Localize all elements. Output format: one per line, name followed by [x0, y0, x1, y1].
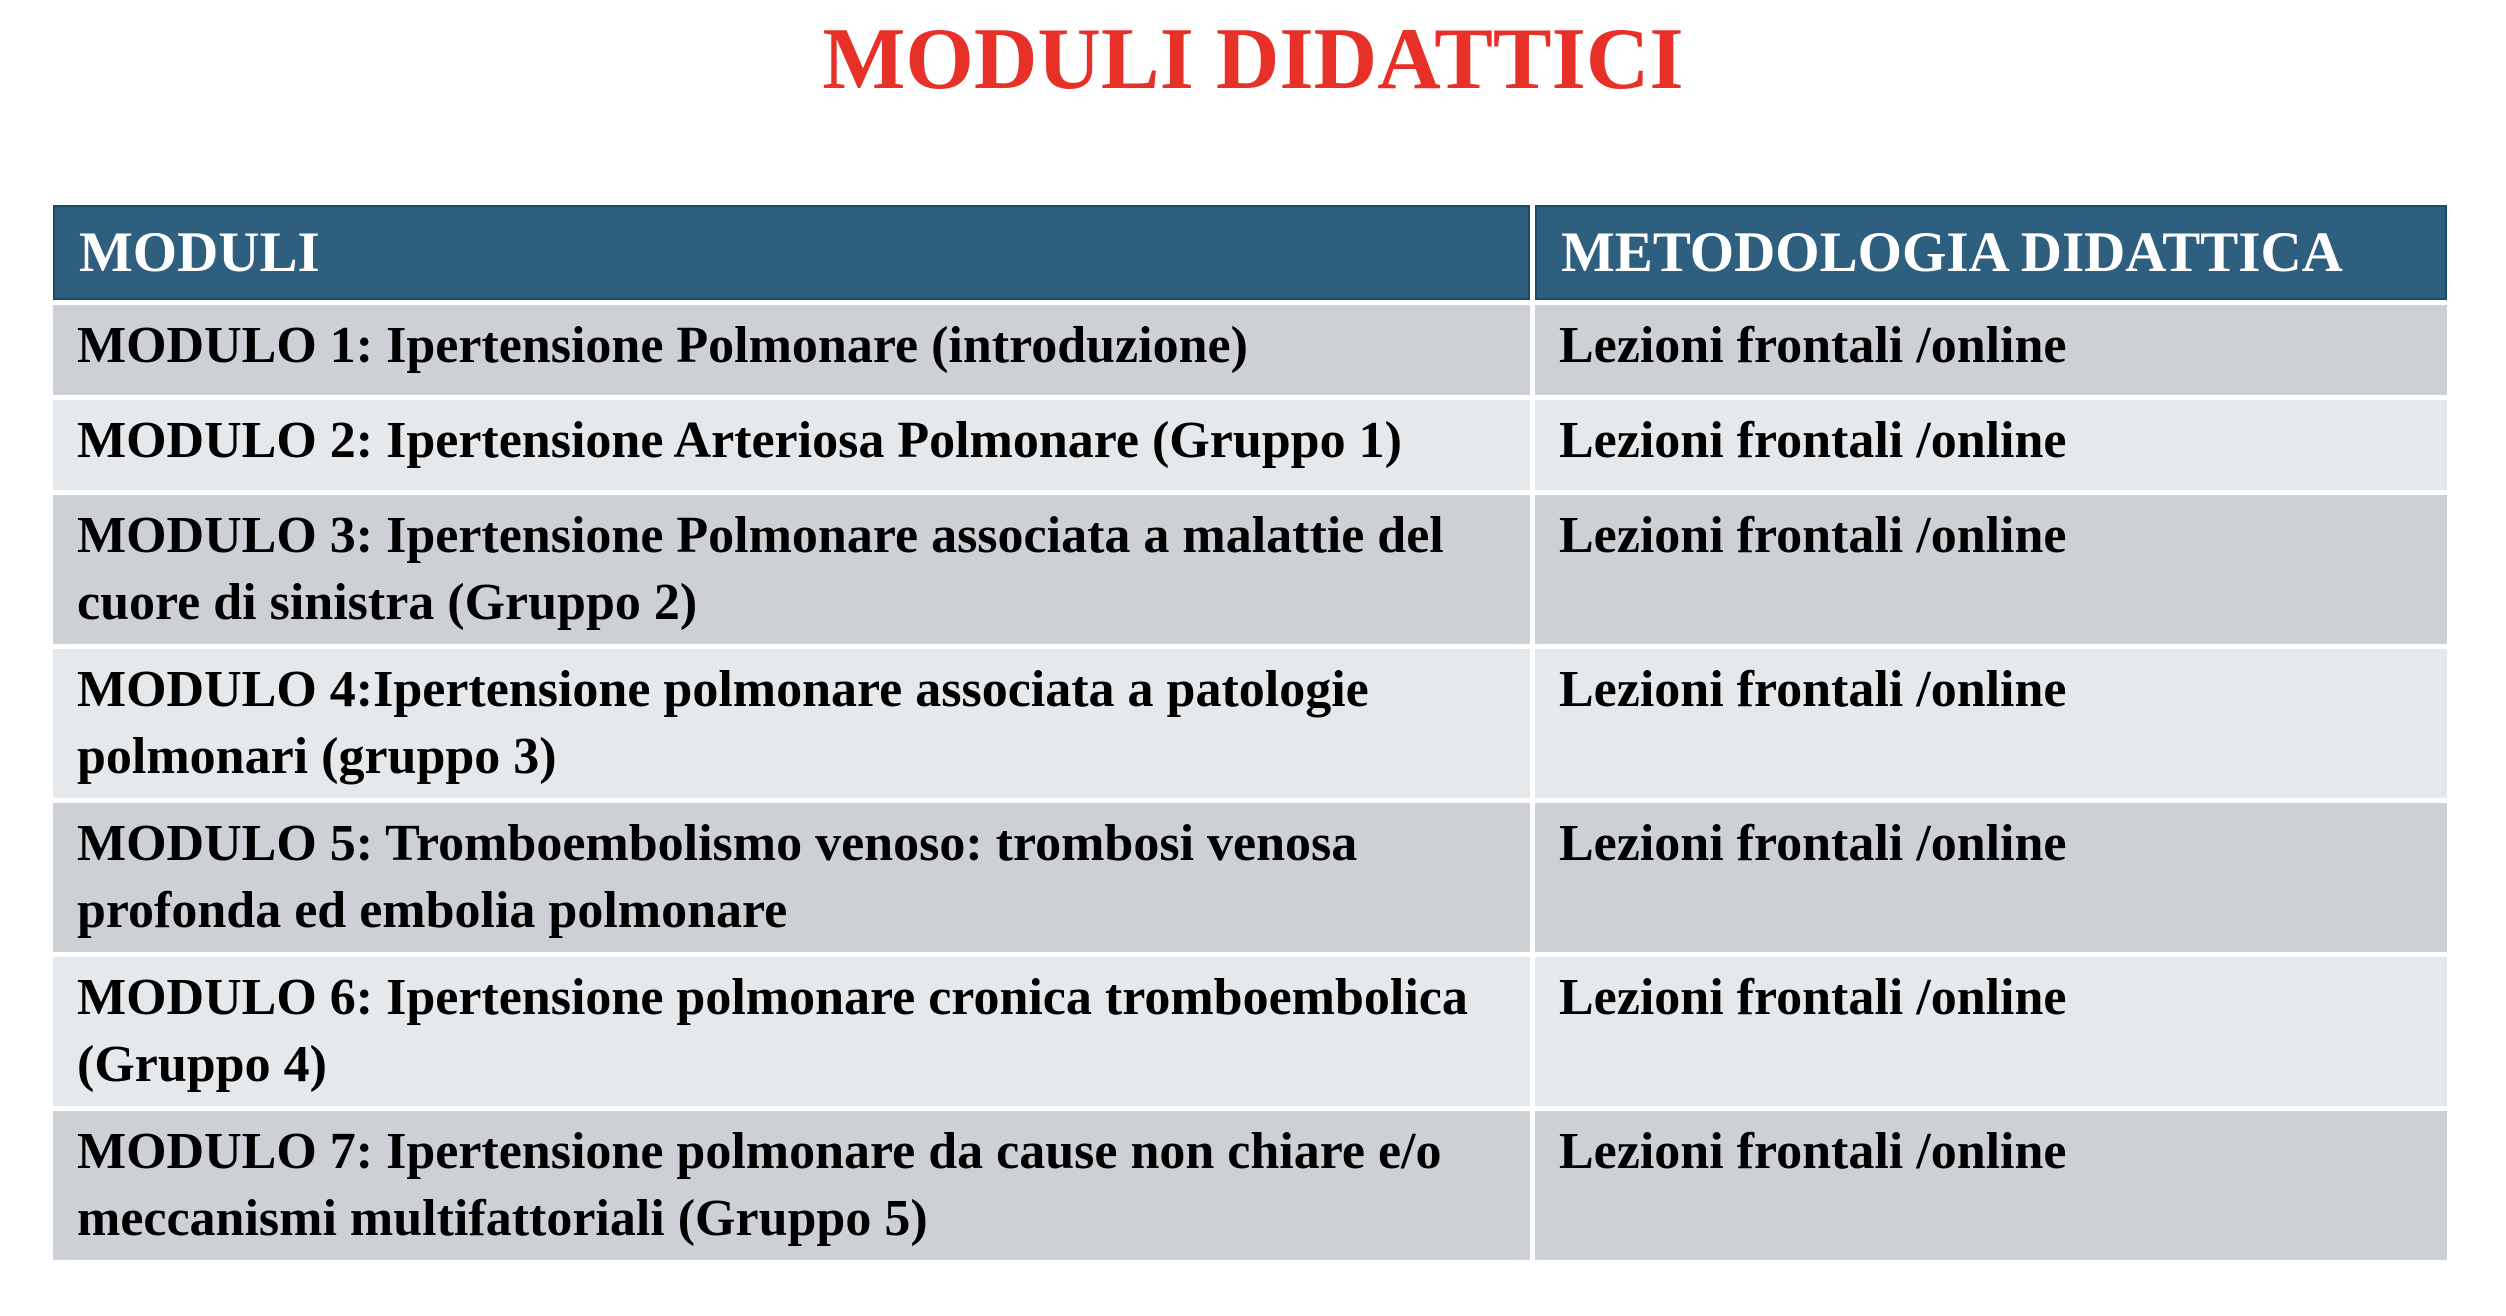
modules-table: MODULI METODOLOGIA DIDATTICA MODULO 1: I…: [53, 205, 2447, 1265]
table-row-modulo-7: MODULO 7: Ipertensione polmonare da caus…: [53, 1111, 2447, 1261]
cell-metodologia: Lezioni frontali /online: [1535, 495, 2447, 645]
cell-metodologia: Lezioni frontali /online: [1535, 1111, 2447, 1261]
cell-modulo: MODULO 1: Ipertensione Polmonare (introd…: [53, 305, 1530, 395]
cell-modulo: MODULO 6: Ipertensione polmonare cronica…: [53, 957, 1530, 1107]
table-row-modulo-3: MODULO 3: Ipertensione Polmonare associa…: [53, 495, 2447, 645]
table-header-row: MODULI METODOLOGIA DIDATTICA: [53, 205, 2447, 300]
cell-modulo: MODULO 5: Tromboembolismo venoso: trombo…: [53, 803, 1530, 953]
table-row-modulo-1: MODULO 1: Ipertensione Polmonare (introd…: [53, 305, 2447, 395]
cell-metodologia: Lezioni frontali /online: [1535, 803, 2447, 953]
page-title: MODULI DIDATTICI: [822, 11, 1684, 108]
cell-metodologia: Lezioni frontali /online: [1535, 400, 2447, 490]
cell-modulo: MODULO 2: Ipertensione Arteriosa Polmona…: [53, 400, 1530, 490]
table-row-modulo-2: MODULO 2: Ipertensione Arteriosa Polmona…: [53, 400, 2447, 490]
cell-modulo: MODULO 3: Ipertensione Polmonare associa…: [53, 495, 1530, 645]
header-cell-metodologia: METODOLOGIA DIDATTICA: [1535, 205, 2447, 300]
cell-metodologia: Lezioni frontali /online: [1535, 649, 2447, 799]
table-row-modulo-6: MODULO 6: Ipertensione polmonare cronica…: [53, 957, 2447, 1107]
cell-modulo: MODULO 7: Ipertensione polmonare da caus…: [53, 1111, 1530, 1261]
cell-modulo: MODULO 4:Ipertensione polmonare associat…: [53, 649, 1530, 799]
table-body: MODULO 1: Ipertensione Polmonare (introd…: [53, 305, 2447, 1261]
cell-metodologia: Lezioni frontali /online: [1535, 957, 2447, 1107]
cell-metodologia: Lezioni frontali /online: [1535, 305, 2447, 395]
table-row-modulo-5: MODULO 5: Tromboembolismo venoso: trombo…: [53, 803, 2447, 953]
header-cell-moduli: MODULI: [53, 205, 1530, 300]
table-row-modulo-4: MODULO 4:Ipertensione polmonare associat…: [53, 649, 2447, 799]
